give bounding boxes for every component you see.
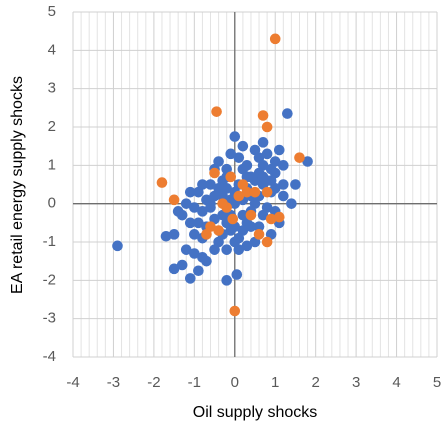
point xyxy=(217,198,228,209)
point xyxy=(221,275,232,286)
y-tick-label: 0 xyxy=(48,195,56,212)
point xyxy=(233,190,245,202)
point xyxy=(229,305,241,317)
point xyxy=(189,229,200,240)
point xyxy=(180,244,192,255)
point xyxy=(233,152,245,163)
y-tick-label: 2 xyxy=(48,118,56,135)
y-tick-label: -1 xyxy=(43,233,56,250)
x-axis-label: Oil supply shocks xyxy=(193,404,318,421)
point xyxy=(176,259,188,271)
point xyxy=(227,213,239,225)
point xyxy=(273,144,285,156)
point xyxy=(213,225,224,236)
point xyxy=(225,148,237,160)
x-tick-label: 1 xyxy=(271,374,279,391)
point xyxy=(261,202,273,213)
point xyxy=(269,156,281,167)
point xyxy=(231,269,243,280)
point xyxy=(261,121,273,133)
point xyxy=(241,240,253,252)
point xyxy=(205,198,216,209)
point xyxy=(269,167,281,179)
point xyxy=(253,221,265,232)
point xyxy=(172,206,184,217)
y-tick-label: 5 xyxy=(48,3,56,20)
y-tick-label: -2 xyxy=(43,271,56,288)
point xyxy=(168,194,180,206)
point xyxy=(249,186,261,198)
point xyxy=(241,160,253,171)
point xyxy=(193,265,204,277)
point xyxy=(261,186,273,198)
point xyxy=(273,211,285,223)
x-tick-label: 3 xyxy=(352,374,360,391)
y-tick-label: 4 xyxy=(48,41,56,58)
x-tick-label: 2 xyxy=(311,374,319,391)
point xyxy=(209,244,220,255)
y-tick-label: 1 xyxy=(48,156,56,173)
point xyxy=(290,179,301,190)
point xyxy=(193,217,204,229)
point xyxy=(282,108,293,119)
x-tick-label: -2 xyxy=(147,374,160,391)
point xyxy=(189,248,200,259)
point xyxy=(197,206,208,217)
point xyxy=(245,221,257,232)
x-tick-label: -1 xyxy=(188,374,201,391)
point xyxy=(180,198,192,209)
point xyxy=(201,255,212,267)
point xyxy=(221,244,232,255)
point xyxy=(286,198,297,209)
point xyxy=(160,230,172,242)
point xyxy=(269,33,281,45)
point xyxy=(237,140,249,152)
point xyxy=(278,190,289,202)
point xyxy=(294,152,305,163)
x-tick-label: 4 xyxy=(392,374,400,391)
point xyxy=(257,110,269,121)
point xyxy=(225,171,237,183)
point xyxy=(168,263,180,275)
point xyxy=(184,186,196,198)
point xyxy=(205,179,216,190)
point xyxy=(261,175,273,186)
point xyxy=(201,229,212,240)
point xyxy=(237,209,249,221)
point xyxy=(112,240,123,252)
point xyxy=(209,167,220,179)
point xyxy=(237,179,249,190)
point xyxy=(211,106,222,117)
x-tick-label: -3 xyxy=(107,374,120,391)
point xyxy=(261,148,273,160)
point xyxy=(265,213,277,225)
point xyxy=(184,217,196,229)
x-tick-label: 5 xyxy=(433,374,441,391)
point xyxy=(253,229,265,240)
y-axis-label: EA retail energy supply shocks xyxy=(9,76,26,294)
x-tick-label: -4 xyxy=(66,374,79,391)
point xyxy=(229,131,241,142)
point xyxy=(197,179,208,190)
point xyxy=(229,236,241,248)
point xyxy=(302,156,313,167)
x-tick-label: 0 xyxy=(231,374,239,391)
point xyxy=(184,273,196,284)
point xyxy=(156,177,168,188)
point xyxy=(225,225,237,236)
point xyxy=(213,156,224,167)
point xyxy=(189,202,200,213)
point xyxy=(257,137,269,148)
point xyxy=(278,179,289,190)
point xyxy=(245,209,257,221)
y-tick-label: -4 xyxy=(43,348,56,365)
point xyxy=(168,229,180,240)
point xyxy=(221,183,232,194)
y-tick-label: 3 xyxy=(48,80,56,97)
point xyxy=(261,236,273,248)
y-tick-label: -3 xyxy=(43,310,56,327)
point xyxy=(278,160,289,171)
